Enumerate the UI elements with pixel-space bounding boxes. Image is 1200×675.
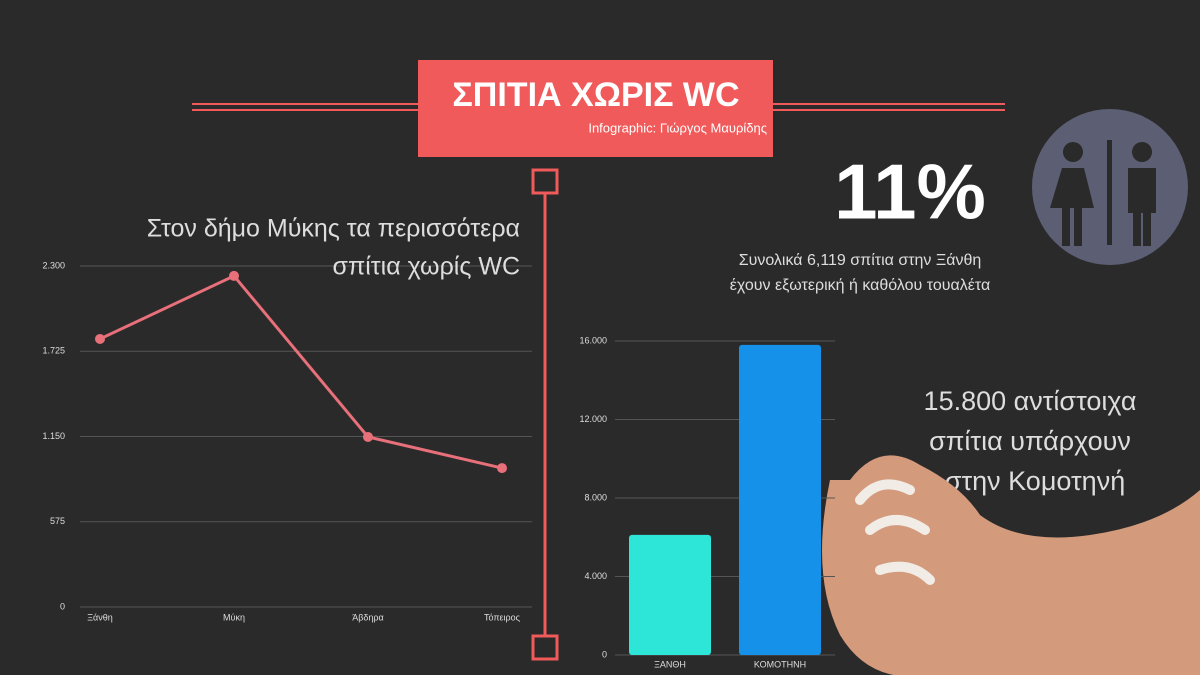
x-tick-label: Τόπειρος xyxy=(484,612,521,622)
y-tick-label: 0 xyxy=(602,649,607,659)
x-tick-label: Ξάνθη xyxy=(87,612,113,622)
y-tick-label: 1.150 xyxy=(42,431,65,441)
y-tick-label: 2.300 xyxy=(42,260,65,270)
y-tick-label: 4.000 xyxy=(584,571,607,581)
toilet-icon xyxy=(1032,109,1188,265)
point xyxy=(229,270,239,281)
x-tick-label: ΚΟΜΟΤΗΝΗ xyxy=(754,659,806,669)
subtitle: Infographic: Γιώργος Μαυρίδης xyxy=(588,120,767,135)
stat-text: έχουν εξωτερική ή καθόλου τουαλέτα xyxy=(730,277,990,294)
y-tick-label: 16.000 xyxy=(579,335,607,345)
y-tick-label: 575 xyxy=(50,516,65,526)
bar xyxy=(739,344,821,655)
y-tick-label: 1.725 xyxy=(42,346,65,356)
y-tick-label: 12.000 xyxy=(579,414,607,424)
connector-end xyxy=(531,634,559,661)
stat-value: 11% xyxy=(834,148,986,236)
line xyxy=(99,274,503,470)
chart-title: σπίτια χωρίς WC xyxy=(333,253,520,281)
x-tick-label: ΞΑΝΘΗ xyxy=(654,659,686,669)
title-box xyxy=(418,60,773,157)
x-tick-label: Μύκη xyxy=(223,612,245,622)
bar xyxy=(629,534,711,655)
hands-illustration xyxy=(822,455,1200,675)
chart-title: Στον δήμο Μύκης τα περισσότερα xyxy=(147,215,520,243)
x-tick-label: Άβδηρα xyxy=(352,612,384,622)
y-tick-label: 8.000 xyxy=(584,492,607,502)
note-text: στην Κομοτηνή xyxy=(945,466,1125,496)
stat-text: Συνολικά 6,119 σπίτια στην Ξάνθη xyxy=(739,252,982,269)
connector-end xyxy=(531,168,559,195)
point xyxy=(95,333,105,344)
note-text: 15.800 αντίστοιχα xyxy=(924,386,1137,416)
y-tick-label: 0 xyxy=(60,601,65,611)
note-text: σπίτια υπάρχουν xyxy=(929,426,1131,456)
point xyxy=(497,463,507,474)
title: ΣΠΙΤΙΑ ΧΩΡΙΣ WC xyxy=(452,76,739,114)
point xyxy=(363,431,373,442)
